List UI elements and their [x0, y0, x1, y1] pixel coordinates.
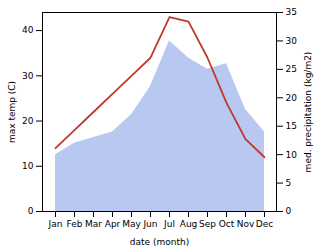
- svg-text:25: 25: [286, 64, 297, 74]
- svg-text:10: 10: [286, 150, 298, 160]
- svg-text:30: 30: [22, 71, 34, 81]
- svg-text:date (month): date (month): [130, 237, 189, 247]
- svg-text:Feb: Feb: [67, 219, 83, 229]
- svg-text:Mar: Mar: [85, 219, 102, 229]
- svg-text:Jun: Jun: [142, 219, 157, 229]
- svg-text:med. precipitation (kg/m2): med. precipitation (kg/m2): [303, 52, 313, 173]
- svg-text:May: May: [122, 219, 141, 229]
- svg-text:Aug: Aug: [180, 219, 198, 229]
- svg-text:20: 20: [286, 93, 298, 103]
- svg-text:Dec: Dec: [256, 219, 273, 229]
- svg-text:40: 40: [22, 25, 34, 35]
- svg-text:max temp (C): max temp (C): [7, 81, 17, 143]
- svg-text:15: 15: [286, 121, 297, 131]
- svg-text:Jul: Jul: [163, 219, 175, 229]
- svg-text:Apr: Apr: [105, 219, 121, 229]
- svg-text:30: 30: [286, 36, 298, 46]
- svg-text:Oct: Oct: [219, 219, 235, 229]
- svg-text:Nov: Nov: [237, 219, 255, 229]
- svg-text:Jan: Jan: [48, 219, 63, 229]
- svg-text:35: 35: [286, 7, 297, 17]
- svg-text:0: 0: [286, 206, 292, 216]
- svg-text:5: 5: [286, 178, 292, 188]
- svg-text:10: 10: [22, 161, 34, 171]
- svg-text:Sep: Sep: [199, 219, 216, 229]
- svg-text:0: 0: [28, 206, 34, 216]
- svg-text:20: 20: [22, 116, 34, 126]
